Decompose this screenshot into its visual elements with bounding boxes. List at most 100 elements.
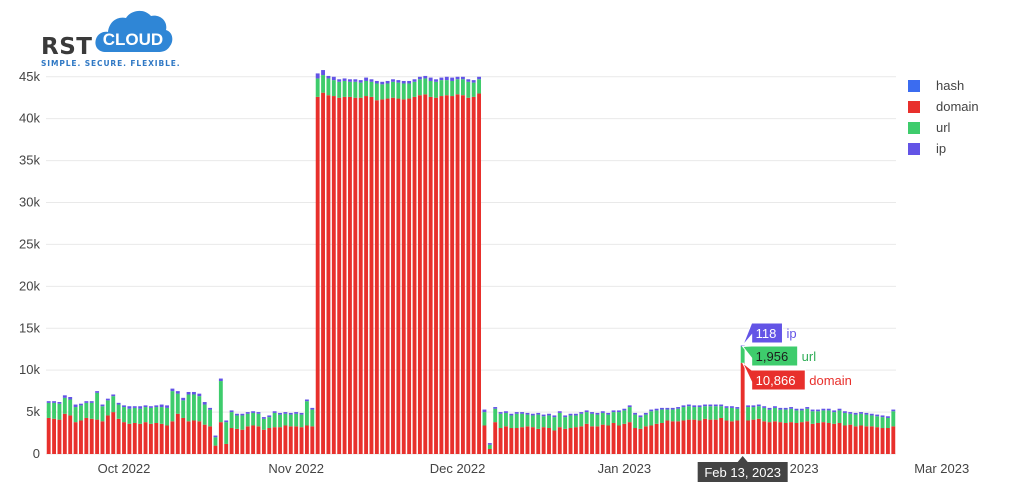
- bar-domain[interactable]: [600, 424, 605, 454]
- bar-ip[interactable]: [875, 414, 880, 417]
- bar-domain[interactable]: [773, 421, 777, 454]
- bar-ip[interactable]: [434, 79, 438, 82]
- bar-ip[interactable]: [751, 405, 756, 408]
- bar-domain[interactable]: [127, 423, 132, 454]
- bar-url[interactable]: [73, 407, 78, 423]
- bar-domain[interactable]: [240, 429, 245, 454]
- bar-domain[interactable]: [132, 422, 137, 454]
- bar-domain[interactable]: [95, 419, 100, 454]
- bar-url[interactable]: [197, 396, 202, 422]
- bar-url[interactable]: [154, 407, 159, 423]
- bar-domain[interactable]: [369, 96, 374, 454]
- bar-url[interactable]: [455, 79, 460, 95]
- bar-url[interactable]: [380, 84, 385, 100]
- bar-ip[interactable]: [713, 404, 718, 407]
- bar-domain[interactable]: [509, 428, 514, 454]
- bar-url[interactable]: [434, 81, 438, 98]
- bar-url[interactable]: [891, 411, 896, 427]
- bar-domain[interactable]: [767, 422, 772, 454]
- bar-url[interactable]: [95, 392, 100, 420]
- bar-domain[interactable]: [681, 420, 686, 454]
- bar-url[interactable]: [315, 78, 320, 97]
- bar-domain[interactable]: [154, 422, 159, 454]
- bar-ip[interactable]: [439, 77, 444, 81]
- bar-domain[interactable]: [622, 423, 627, 454]
- bar-domain[interactable]: [832, 423, 837, 454]
- bar-ip[interactable]: [315, 73, 320, 79]
- bar-url[interactable]: [100, 406, 105, 422]
- bar-url[interactable]: [692, 407, 697, 420]
- bar-domain[interactable]: [848, 424, 853, 454]
- bar-domain[interactable]: [315, 96, 320, 454]
- bar-url[interactable]: [842, 412, 847, 426]
- bar-ip[interactable]: [708, 404, 713, 407]
- bar-ip[interactable]: [84, 401, 89, 403]
- bar-url[interactable]: [536, 414, 541, 429]
- bar-ip[interactable]: [681, 405, 686, 408]
- bar-domain[interactable]: [175, 413, 180, 454]
- bar-url[interactable]: [304, 401, 309, 426]
- bar-ip[interactable]: [62, 395, 67, 398]
- bar-domain[interactable]: [353, 97, 358, 454]
- bar-domain[interactable]: [460, 95, 465, 455]
- bar-domain[interactable]: [520, 427, 525, 454]
- bar-ip[interactable]: [493, 407, 498, 409]
- bar-ip[interactable]: [143, 405, 148, 408]
- bar-url[interactable]: [617, 412, 621, 426]
- legend-item-ip[interactable]: ip: [908, 138, 979, 159]
- bar-ip[interactable]: [235, 413, 239, 416]
- bar-ip[interactable]: [256, 412, 261, 414]
- bar-ip[interactable]: [541, 414, 546, 417]
- bar-url[interactable]: [175, 393, 180, 414]
- bar-domain[interactable]: [649, 425, 654, 455]
- bar-domain[interactable]: [880, 428, 885, 454]
- bar-url[interactable]: [138, 408, 143, 424]
- bar-url[interactable]: [89, 402, 94, 419]
- bar-domain[interactable]: [89, 418, 94, 454]
- bar-ip[interactable]: [154, 405, 159, 408]
- bar-ip[interactable]: [557, 411, 562, 413]
- bar-url[interactable]: [767, 409, 772, 423]
- bar-ip[interactable]: [417, 76, 422, 80]
- bar-domain[interactable]: [552, 430, 557, 454]
- bar-ip[interactable]: [304, 399, 309, 402]
- bar-url[interactable]: [665, 409, 670, 421]
- bar-ip[interactable]: [342, 78, 347, 81]
- bar-ip[interactable]: [444, 76, 449, 81]
- bar-url[interactable]: [498, 413, 503, 429]
- bar-ip[interactable]: [283, 412, 288, 414]
- bar-url[interactable]: [208, 409, 213, 427]
- bar-url[interactable]: [799, 410, 804, 423]
- bar-domain[interactable]: [407, 98, 412, 454]
- bar-ip[interactable]: [789, 407, 794, 409]
- bar-domain[interactable]: [487, 448, 492, 454]
- bar-ip[interactable]: [331, 76, 336, 81]
- bar-domain[interactable]: [493, 422, 498, 454]
- bar-domain[interactable]: [288, 426, 293, 454]
- bar-domain[interactable]: [816, 422, 820, 454]
- bar-domain[interactable]: [111, 412, 116, 454]
- bar-ip[interactable]: [525, 412, 530, 415]
- bar-domain[interactable]: [536, 428, 541, 454]
- bar-domain[interactable]: [52, 418, 56, 454]
- bar-url[interactable]: [584, 412, 589, 424]
- bar-url[interactable]: [460, 79, 465, 96]
- bar-domain[interactable]: [218, 422, 223, 454]
- bar-domain[interactable]: [794, 422, 799, 454]
- bar-ip[interactable]: [724, 406, 729, 408]
- bar-url[interactable]: [816, 411, 820, 423]
- bar-ip[interactable]: [310, 407, 315, 410]
- bar-url[interactable]: [724, 407, 729, 421]
- bar-ip[interactable]: [617, 410, 621, 413]
- bar-domain[interactable]: [665, 420, 670, 454]
- bar-domain[interactable]: [756, 418, 761, 454]
- bar-url[interactable]: [213, 437, 218, 446]
- bar-domain[interactable]: [396, 98, 401, 454]
- bar-ip[interactable]: [729, 406, 734, 408]
- bar-domain[interactable]: [181, 417, 186, 454]
- bar-url[interactable]: [111, 396, 116, 413]
- bar-domain[interactable]: [477, 93, 481, 454]
- bar-url[interactable]: [670, 409, 675, 422]
- bar-ip[interactable]: [423, 75, 428, 79]
- bar-domain[interactable]: [482, 425, 487, 455]
